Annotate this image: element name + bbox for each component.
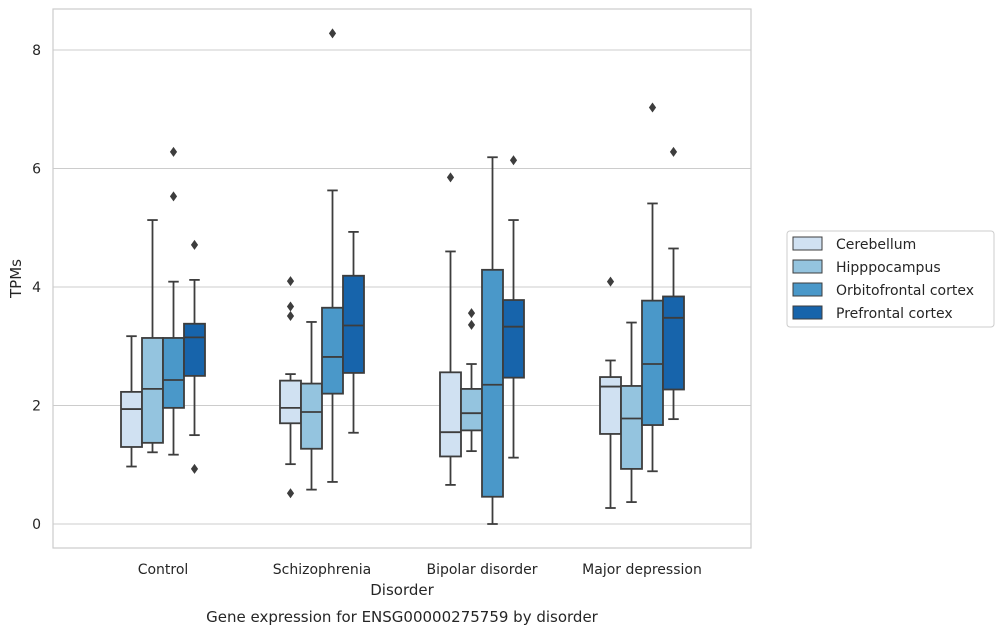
plot-frame <box>52 8 752 549</box>
box-hipppocampus <box>141 219 164 454</box>
legend: Cerebellum Hipppocampus Orbitofrontal cort… <box>786 230 995 328</box>
outlier-point <box>467 319 476 330</box>
box-iqr <box>342 274 365 374</box>
outlier-point <box>190 239 199 250</box>
outlier-point <box>190 463 199 474</box>
y-tick-labels: 0 2 4 6 8 <box>32 43 41 533</box>
box-iqr <box>460 388 483 432</box>
box-iqr <box>599 376 622 435</box>
box-iqr <box>162 337 185 409</box>
box-hipppocampus <box>620 321 643 503</box>
x-axis-label: Disorder <box>370 581 434 599</box>
y-tick-label: 0 <box>32 517 41 533</box>
x-tick-labels: Control Schizophrenia Bipolar disorder Majo… <box>138 562 702 578</box>
legend-frame <box>786 230 995 328</box>
box-iqr <box>321 306 344 395</box>
legend-label: Prefrontal cortex <box>836 306 953 322</box>
box-iqr <box>481 268 504 498</box>
outlier-point <box>286 276 295 287</box>
outlier-point <box>286 311 295 322</box>
x-tick-label: Major depression <box>582 562 702 578</box>
box-orbitofrontal-cortex <box>481 156 504 525</box>
box-prefrontal-cortex <box>502 155 525 459</box>
y-tick-label: 6 <box>32 162 41 178</box>
box-cerebellum <box>439 172 462 486</box>
y-tick-label: 4 <box>32 280 41 296</box>
box-iqr <box>141 337 164 444</box>
legend-label: Cerebellum <box>836 237 916 253</box>
box-iqr <box>183 322 206 377</box>
legend-swatch <box>792 282 823 297</box>
outlier-point <box>669 146 678 157</box>
box-orbitofrontal-cortex <box>641 102 664 473</box>
outlier-point <box>467 308 476 319</box>
legend-swatch <box>792 236 823 251</box>
legend-swatch <box>792 259 823 274</box>
box-iqr <box>439 371 462 458</box>
plot-area <box>53 9 751 548</box>
box-iqr <box>641 299 664 426</box>
outlier-point <box>606 276 615 287</box>
outlier-point <box>446 172 455 183</box>
chart-caption: Gene expression for ENSG00000275759 by d… <box>206 608 599 626</box>
outlier-point <box>328 28 337 39</box>
box-iqr <box>279 379 302 425</box>
y-tick-label: 8 <box>32 43 41 59</box>
box-series-group <box>120 28 685 525</box>
box-iqr <box>620 385 643 470</box>
y-axis-label: TPMs <box>7 259 25 299</box>
x-tick-label: Control <box>138 562 189 578</box>
outlier-point <box>286 301 295 312</box>
box-cerebellum <box>599 276 622 509</box>
legend-swatch <box>792 305 823 320</box>
box-iqr <box>300 382 323 450</box>
outlier-point <box>648 102 657 113</box>
legend-label: Orbitofrontal cortex <box>836 283 974 299</box>
outlier-point <box>509 155 518 166</box>
y-tick-label: 2 <box>32 399 41 415</box>
box-iqr <box>662 295 685 391</box>
box-orbitofrontal-cortex <box>162 146 185 456</box>
box-hipppocampus <box>460 308 483 453</box>
box-prefrontal-cortex <box>342 230 365 434</box>
box-prefrontal-cortex <box>662 146 685 421</box>
box-prefrontal-cortex <box>183 239 206 474</box>
outlier-point <box>169 191 178 202</box>
legend-label: Hipppocampus <box>836 260 941 276</box>
box-iqr <box>120 390 143 448</box>
outlier-point <box>286 488 295 499</box>
box-cerebellum <box>279 276 302 499</box>
box-iqr <box>502 299 525 379</box>
box-orbitofrontal-cortex <box>321 28 344 483</box>
x-tick-label: Schizophrenia <box>273 562 371 578</box>
x-tick-label: Bipolar disorder <box>426 562 537 578</box>
box-hipppocampus <box>300 321 323 491</box>
outlier-point <box>169 146 178 157</box>
